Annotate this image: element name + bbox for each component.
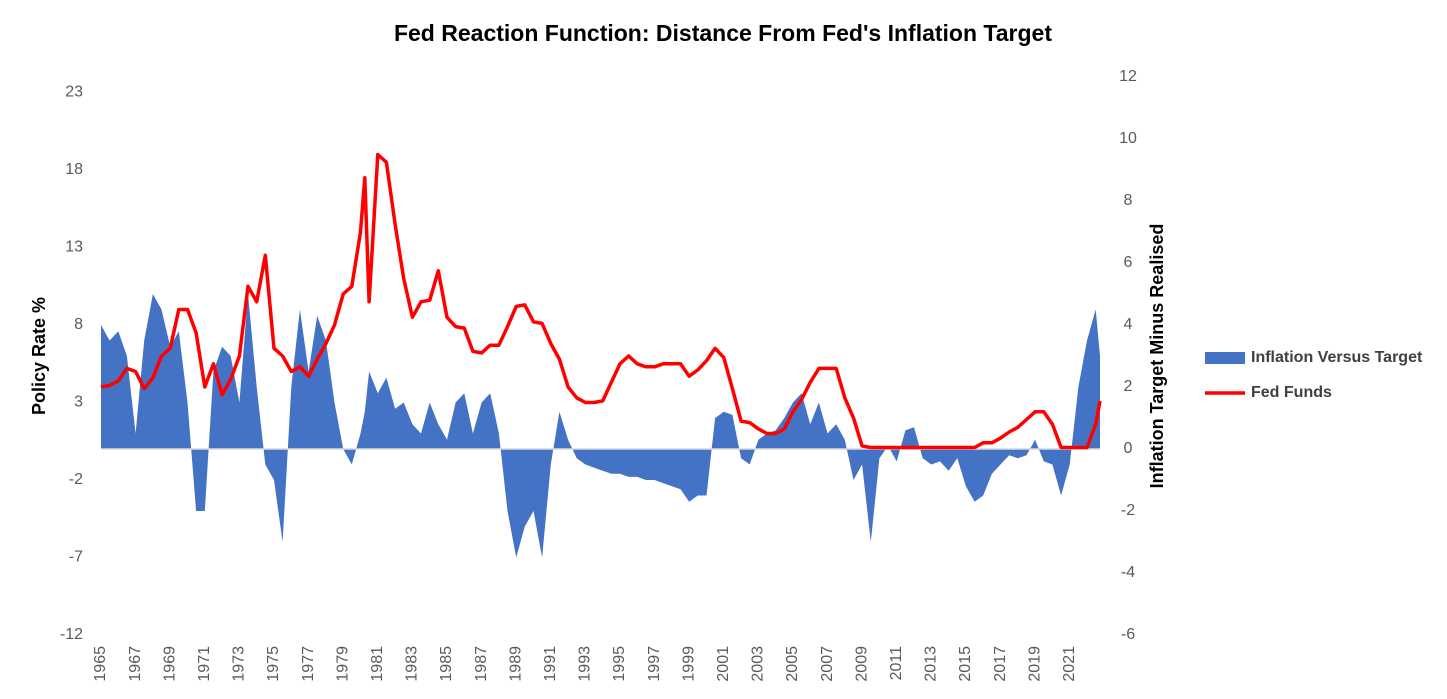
- y-tick-label: -7: [69, 549, 83, 566]
- x-tick-label: 1991: [542, 646, 559, 682]
- x-tick-label: 2015: [957, 646, 974, 682]
- x-tick-label: 2011: [888, 646, 905, 681]
- legend-swatch: [1205, 352, 1245, 364]
- y-tick-label: 18: [65, 161, 83, 178]
- x-tick-label: 2001: [715, 646, 732, 682]
- legend-label: Fed Funds: [1251, 384, 1332, 401]
- x-tick-label: 1999: [680, 646, 697, 682]
- legend-label: Inflation Versus Target: [1251, 349, 1423, 366]
- x-tick-label: 2021: [1061, 646, 1078, 682]
- x-tick-label: 2019: [1026, 646, 1043, 682]
- y2-tick-label: 4: [1124, 316, 1133, 333]
- x-tick-label: 1981: [369, 646, 386, 682]
- y-tick-label: -12: [60, 626, 83, 643]
- x-tick-label: 1965: [92, 646, 109, 682]
- y-tick-label: 8: [74, 316, 83, 333]
- y-axis-title: Policy Rate %: [29, 297, 49, 415]
- x-tick-label: 2007: [819, 646, 836, 682]
- y-tick-label: -2: [69, 471, 83, 488]
- y2-tick-label: 2: [1124, 378, 1133, 395]
- x-tick-label: 2005: [784, 646, 801, 682]
- y2-tick-label: 12: [1119, 68, 1137, 85]
- x-tick-label: 1995: [611, 646, 628, 682]
- y-tick-label: 3: [74, 394, 83, 411]
- y2-tick-label: -2: [1121, 502, 1135, 519]
- y2-tick-label: -4: [1121, 564, 1135, 581]
- x-tick-label: 2017: [992, 646, 1009, 682]
- x-tick-label: 1987: [473, 646, 490, 682]
- x-tick-label: 2009: [853, 646, 870, 682]
- area: [101, 294, 1100, 558]
- x-tick-label: 1973: [231, 646, 248, 682]
- x-tick-label: 1993: [577, 646, 594, 682]
- y2-tick-label: 6: [1124, 254, 1133, 271]
- x-tick-label: 1971: [196, 646, 213, 682]
- x-tick-label: 1997: [646, 646, 663, 682]
- x-tick-label: 2003: [750, 646, 767, 682]
- x-tick-label: 1985: [438, 646, 455, 682]
- y2-tick-label: -6: [1121, 626, 1135, 643]
- x-tick-label: 1977: [300, 646, 317, 682]
- chart-title: Fed Reaction Function: Distance From Fed…: [394, 20, 1052, 46]
- y2-tick-label: 10: [1119, 130, 1137, 147]
- x-tick-label: 1979: [334, 646, 351, 682]
- y2-tick-label: 8: [1124, 192, 1133, 209]
- x-tick-label: 1983: [404, 646, 421, 682]
- x-tick-label: 1975: [265, 646, 282, 682]
- y2-axis-title: Inflation Target Minus Realised: [1147, 224, 1167, 489]
- x-tick-label: 1969: [161, 646, 178, 682]
- x-tick-label: 1989: [507, 646, 524, 682]
- y2-tick-label: 0: [1124, 440, 1133, 457]
- y-tick-label: 23: [65, 84, 83, 101]
- y-tick-label: 13: [65, 239, 83, 256]
- x-tick-label: 2013: [923, 646, 940, 682]
- x-tick-label: 1967: [127, 646, 144, 682]
- line: [100, 152, 1102, 450]
